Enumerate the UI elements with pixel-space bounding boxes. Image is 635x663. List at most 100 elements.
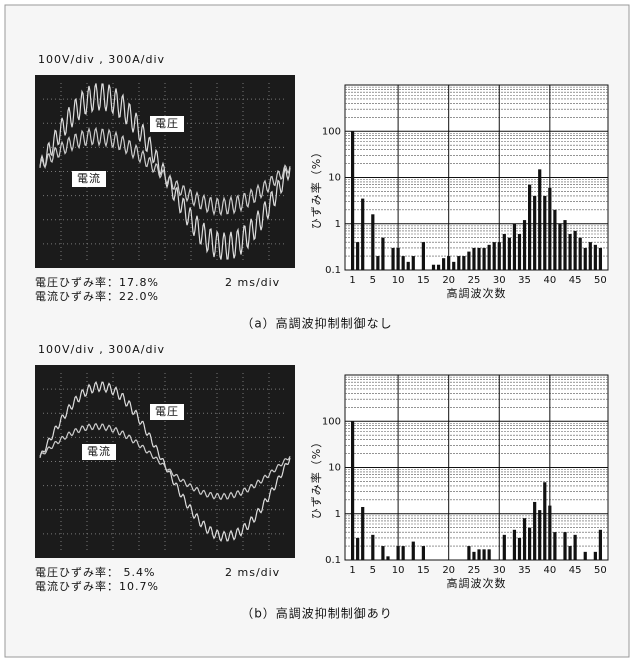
x-tick-label: 20: [442, 565, 455, 576]
bar: [503, 535, 506, 560]
bar: [356, 538, 359, 560]
bar: [437, 265, 440, 270]
x-tick-label: 15: [417, 275, 430, 286]
bar: [523, 518, 526, 560]
bar: [412, 256, 415, 270]
bar: [518, 538, 521, 560]
y-tick-label: 10: [328, 463, 341, 474]
bar: [533, 196, 536, 270]
bar: [558, 224, 561, 270]
bar: [472, 248, 475, 270]
x-tick-label: 50: [594, 565, 607, 576]
bar: [579, 238, 582, 270]
bar: [397, 546, 400, 560]
x-axis-label: 高調波次数: [447, 286, 507, 300]
bar: [498, 242, 501, 270]
bar: [361, 507, 364, 560]
bar: [528, 185, 531, 270]
x-tick-label: 5: [370, 565, 376, 576]
bar: [442, 258, 445, 270]
y-tick-label: 0.1: [325, 555, 341, 566]
x-tick-label: 5: [370, 275, 376, 286]
x-tick-label: 30: [493, 275, 506, 286]
y-tick-label: 1: [335, 509, 341, 520]
bar: [568, 546, 571, 560]
x-tick-label: 10: [392, 275, 405, 286]
y-tick-label: 1: [335, 219, 341, 230]
bar: [513, 224, 516, 270]
bar: [371, 535, 374, 560]
x-tick-label: 10: [392, 565, 405, 576]
bar: [599, 248, 602, 270]
bar: [584, 248, 587, 270]
x-tick-label: 25: [468, 275, 481, 286]
bar: [574, 231, 577, 270]
bar: [543, 196, 546, 270]
bar: [422, 242, 425, 270]
bar: [553, 532, 556, 560]
caption: （a）高調波抑制制御なし: [241, 316, 392, 331]
bar: [381, 238, 384, 270]
bar: [493, 242, 496, 270]
thd-voltage: 電圧ひずみ率：17.8%: [35, 275, 159, 289]
thd-voltage: 電圧ひずみ率： 5.4%: [35, 565, 155, 579]
bar: [584, 552, 587, 560]
x-tick-label: 35: [518, 275, 531, 286]
bar: [452, 262, 455, 270]
thd-current: 電流ひずみ率：22.0%: [35, 289, 159, 303]
y-tick-label: 100: [322, 126, 341, 137]
bar: [381, 546, 384, 560]
bar: [594, 552, 597, 560]
bar: [533, 502, 536, 560]
bar: [351, 131, 354, 270]
bar: [488, 245, 491, 270]
x-tick-label: 40: [543, 275, 556, 286]
bar: [402, 546, 405, 560]
bar: [467, 252, 470, 270]
caption: （b）高調波抑制制御あり: [241, 606, 393, 621]
bar: [538, 169, 541, 270]
x-tick-label: 20: [442, 275, 455, 286]
bar: [548, 188, 551, 270]
y-axis-label: ひずみ率（%）: [309, 146, 323, 229]
x-tick-label: 1: [349, 565, 355, 576]
y-axis-label: ひずみ率（%）: [309, 436, 323, 519]
bar: [361, 199, 364, 270]
bar: [351, 421, 354, 560]
bar: [523, 220, 526, 270]
bar: [508, 238, 511, 270]
bar: [538, 510, 541, 560]
bar: [391, 248, 394, 270]
x-tick-label: 45: [569, 565, 582, 576]
bar: [432, 265, 435, 270]
bar: [467, 546, 470, 560]
bar: [386, 556, 389, 560]
bar: [589, 242, 592, 270]
voltage-label: 電圧: [155, 405, 179, 418]
time-div: 2 ms/div: [225, 276, 280, 289]
x-tick-label: 50: [594, 275, 607, 286]
bar: [574, 535, 577, 560]
x-tick-label: 1: [349, 275, 355, 286]
x-tick-label: 45: [569, 275, 582, 286]
figure: 100V/div , 300A/div電圧電流電圧ひずみ率：17.8%電流ひずみ…: [0, 0, 635, 663]
bar: [488, 549, 491, 560]
voltage-label: 電圧: [155, 117, 179, 130]
bar: [563, 532, 566, 560]
bar: [422, 546, 425, 560]
y-tick-label: 100: [322, 416, 341, 427]
x-tick-label: 35: [518, 565, 531, 576]
bar: [482, 248, 485, 270]
bar: [503, 234, 506, 270]
bar: [376, 256, 379, 270]
bar: [447, 256, 450, 270]
bar: [518, 234, 521, 270]
bar: [568, 234, 571, 270]
x-tick-label: 25: [468, 565, 481, 576]
bar: [472, 552, 475, 560]
bar: [371, 214, 374, 270]
bar: [407, 262, 410, 270]
x-axis-label: 高調波次数: [447, 576, 507, 590]
bar: [599, 530, 602, 560]
bar: [563, 220, 566, 270]
